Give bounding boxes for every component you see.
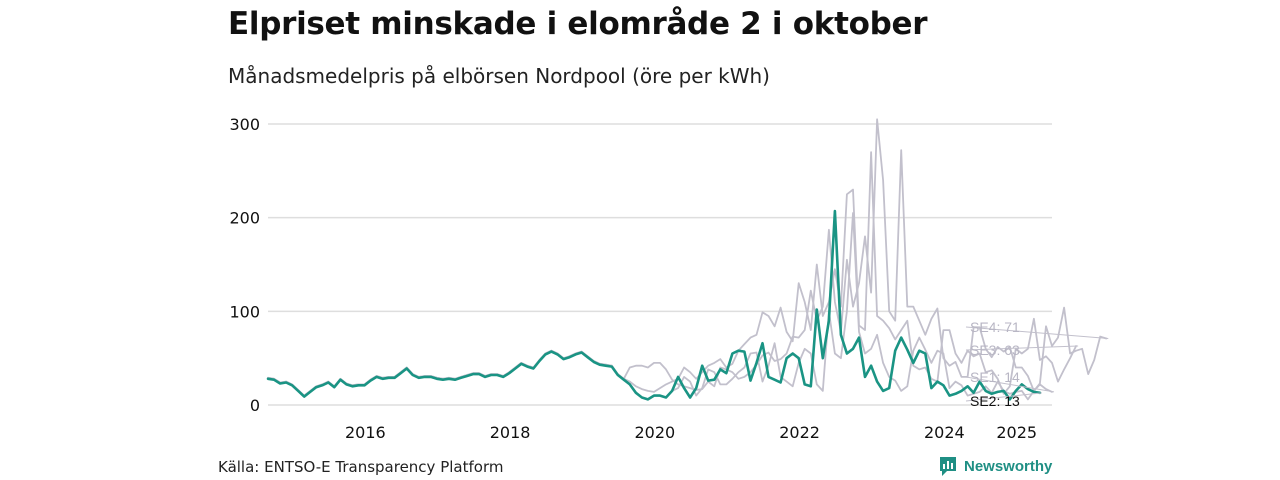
leader-line-se3 xyxy=(965,345,1079,351)
y-tick-label: 100 xyxy=(229,302,260,321)
series-line-se2 xyxy=(266,209,1042,401)
y-axis-ticks: 0 100 200 300 xyxy=(229,115,260,415)
end-label-se2: SE2: 13 xyxy=(970,393,1020,409)
x-tick-label: 2024 xyxy=(924,423,965,442)
series-lines xyxy=(266,118,1108,401)
newsworthy-logo-icon xyxy=(940,457,956,476)
end-labels: SE4: 71 SE3: 63 SE1: 14 SE2: 13 xyxy=(965,319,1109,409)
x-tick-label: 2022 xyxy=(779,423,820,442)
gridlines xyxy=(268,123,1052,406)
x-tick-label: 2016 xyxy=(345,423,386,442)
leader-line-se2 xyxy=(965,392,1042,402)
end-label-se1: SE1: 14 xyxy=(970,369,1020,385)
leader-line-se1 xyxy=(965,376,1055,393)
source-note: Källa: ENTSO-E Transparency Platform xyxy=(218,458,504,476)
chart-title: Elpriset minskade i elområde 2 i oktober xyxy=(228,6,928,42)
series-line-se1 xyxy=(267,212,1053,401)
series-line-se3 xyxy=(267,151,1077,397)
y-tick-label: 200 xyxy=(229,209,260,228)
end-label-se4: SE4: 71 xyxy=(970,319,1020,335)
end-label-se3: SE3: 63 xyxy=(970,342,1020,358)
chart-subtitle: Månadsmedelpris på elbörsen Nordpool (ör… xyxy=(228,64,770,88)
leader-line-se4 xyxy=(965,326,1109,339)
y-tick-label: 0 xyxy=(250,396,260,415)
brand-logo[interactable]: Newsworthy xyxy=(938,455,1052,477)
y-tick-label: 300 xyxy=(229,115,260,134)
x-tick-label: 2020 xyxy=(634,423,675,442)
brand-name: Newsworthy xyxy=(964,457,1053,475)
x-axis-ticks: 2016 2018 2020 2022 2024 2025 xyxy=(345,423,1037,442)
x-tick-label: 2018 xyxy=(490,423,531,442)
x-tick-label: 2025 xyxy=(996,423,1037,442)
